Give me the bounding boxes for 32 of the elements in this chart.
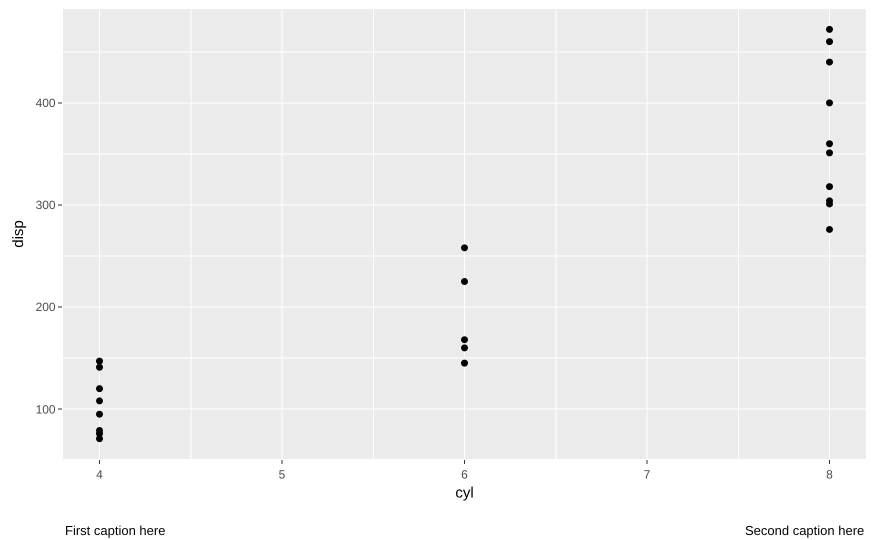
point: [826, 38, 833, 46]
point: [96, 410, 103, 418]
point: [826, 58, 833, 66]
x-tick-label: 5: [278, 467, 286, 482]
point: [96, 385, 103, 392]
point: [461, 344, 468, 352]
point: [96, 364, 103, 371]
y-axis-title: disp: [10, 220, 27, 248]
point: [461, 360, 468, 367]
point: [826, 26, 833, 33]
text: First caption here: [65, 523, 166, 538]
x-axis-title: cyl: [455, 484, 474, 502]
point: [826, 183, 833, 190]
point: [461, 278, 468, 286]
point: [96, 358, 103, 365]
x-tick-label: 6: [461, 467, 468, 482]
y-tick-label: 300: [36, 198, 56, 212]
x-tick-label: 8: [826, 467, 834, 482]
point: [96, 397, 103, 404]
y-tick-label: 100: [36, 402, 56, 416]
point: [461, 336, 468, 344]
point: [826, 99, 833, 106]
point: [96, 435, 103, 442]
x-tick-label: 7: [644, 467, 651, 482]
text: Second caption here: [745, 523, 864, 538]
y-tick-label: 400: [36, 96, 56, 110]
point: [826, 149, 833, 156]
x-tick-label: 4: [96, 467, 104, 482]
y-tick-label: 200: [36, 300, 56, 314]
point: [826, 226, 833, 233]
point: [826, 140, 833, 148]
point: [461, 244, 468, 252]
